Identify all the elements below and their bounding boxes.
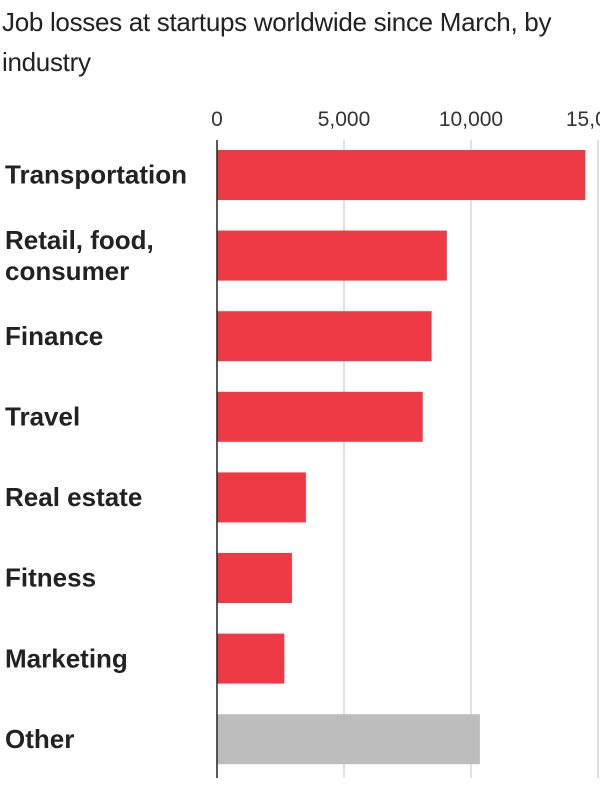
category-label-finance: Finance [5,321,103,351]
category-label-line: Finance [5,321,103,351]
x-axis-ticks: 0 5,000 10,000 15,000 [211,108,600,131]
chart-title: Job losses at startups worldwide since M… [2,7,552,77]
bar-travel [217,391,423,442]
category-label-transportation: Transportation [5,160,187,190]
x-tick-label-0: 0 [211,108,223,131]
bars [217,150,586,765]
bar-marketing [217,633,285,684]
category-labels: Transportation Retail, food, consumer Finan… [5,160,187,754]
bar-real-estate [217,472,306,523]
category-label-travel: Travel [5,401,80,431]
category-label-real-estate: Real estate [5,482,142,512]
category-label-line: Transportation [5,160,187,190]
category-label-line: Other [5,724,74,754]
category-label-line: Marketing [5,643,128,673]
bar-fitness [217,553,292,603]
category-label-line: Retail, food, [5,225,154,255]
category-label-marketing: Marketing [5,643,128,673]
x-tick-label-10000: 10,000 [439,108,503,131]
category-label-fitness: Fitness [5,563,96,593]
bar-other [217,714,480,765]
category-label-line: Real estate [5,482,142,512]
category-label-retail-food-consumer: Retail, food, consumer [5,225,154,286]
category-label-line: Travel [5,401,80,431]
bar-finance [217,311,432,362]
bar-retail-food-consumer [217,230,447,281]
category-label-line: consumer [5,256,129,286]
x-tick-label-15000: 15,000 [566,108,600,131]
category-label-line: Fitness [5,563,96,593]
category-label-other: Other [5,724,74,754]
x-tick-label-5000: 5,000 [318,108,371,131]
bar-transportation [217,150,586,200]
